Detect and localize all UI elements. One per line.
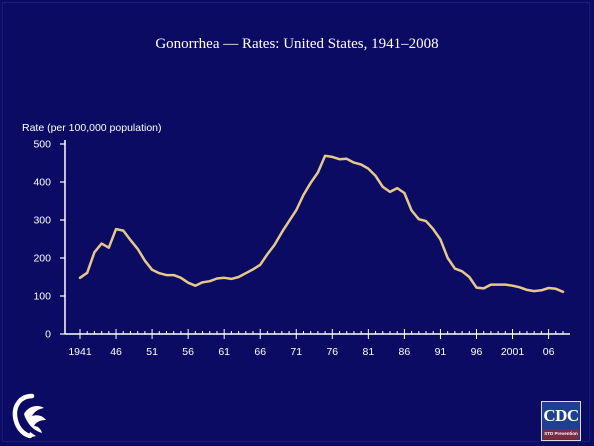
slide-frame [2, 2, 590, 442]
x-tick-label: 76 [326, 346, 338, 358]
x-tick-label: 96 [471, 346, 483, 358]
series-line [78, 154, 565, 294]
y-axis-label: Rate (per 100,000 population) [22, 122, 162, 134]
cdc-logo-text: CDC [543, 406, 579, 425]
x-tick-label: 51 [146, 346, 158, 358]
y-tick-label: 200 [33, 253, 51, 265]
x-tick-label: 56 [182, 346, 194, 358]
x-tick-label: 91 [435, 346, 447, 358]
x-tick-label: 66 [254, 346, 266, 358]
chart-axes [64, 140, 570, 335]
x-tick-label: 61 [218, 346, 230, 358]
x-tick-label: 71 [290, 346, 302, 358]
cdc-logo-subtext: STD Prevention [543, 429, 579, 439]
x-tick-label: 1941 [68, 346, 92, 358]
x-tick-label: 46 [110, 346, 122, 358]
chart-tick-labels: 0 100 200 300 400 500 1941 46 51 56 61 66 71 76 81 86 91… [33, 139, 554, 359]
chart-ticks [60, 143, 564, 339]
x-tick-label: 2001 [501, 346, 525, 358]
chart-title: Gonorrhea — Rates: United States, 1941–2… [155, 36, 439, 52]
y-tick-label: 400 [33, 177, 51, 189]
chart-series [78, 154, 565, 294]
cdc-logo: CDC STD Prevention [541, 401, 581, 441]
hhs-eagle-icon [12, 393, 46, 439]
y-tick-label: 100 [33, 291, 51, 303]
x-tick-label: 86 [399, 346, 411, 358]
y-tick-label: 500 [33, 139, 51, 151]
x-tick-label: 06 [543, 346, 555, 358]
y-tick-label: 0 [45, 329, 51, 341]
y-tick-label: 300 [33, 215, 51, 227]
x-tick-label: 81 [363, 346, 375, 358]
